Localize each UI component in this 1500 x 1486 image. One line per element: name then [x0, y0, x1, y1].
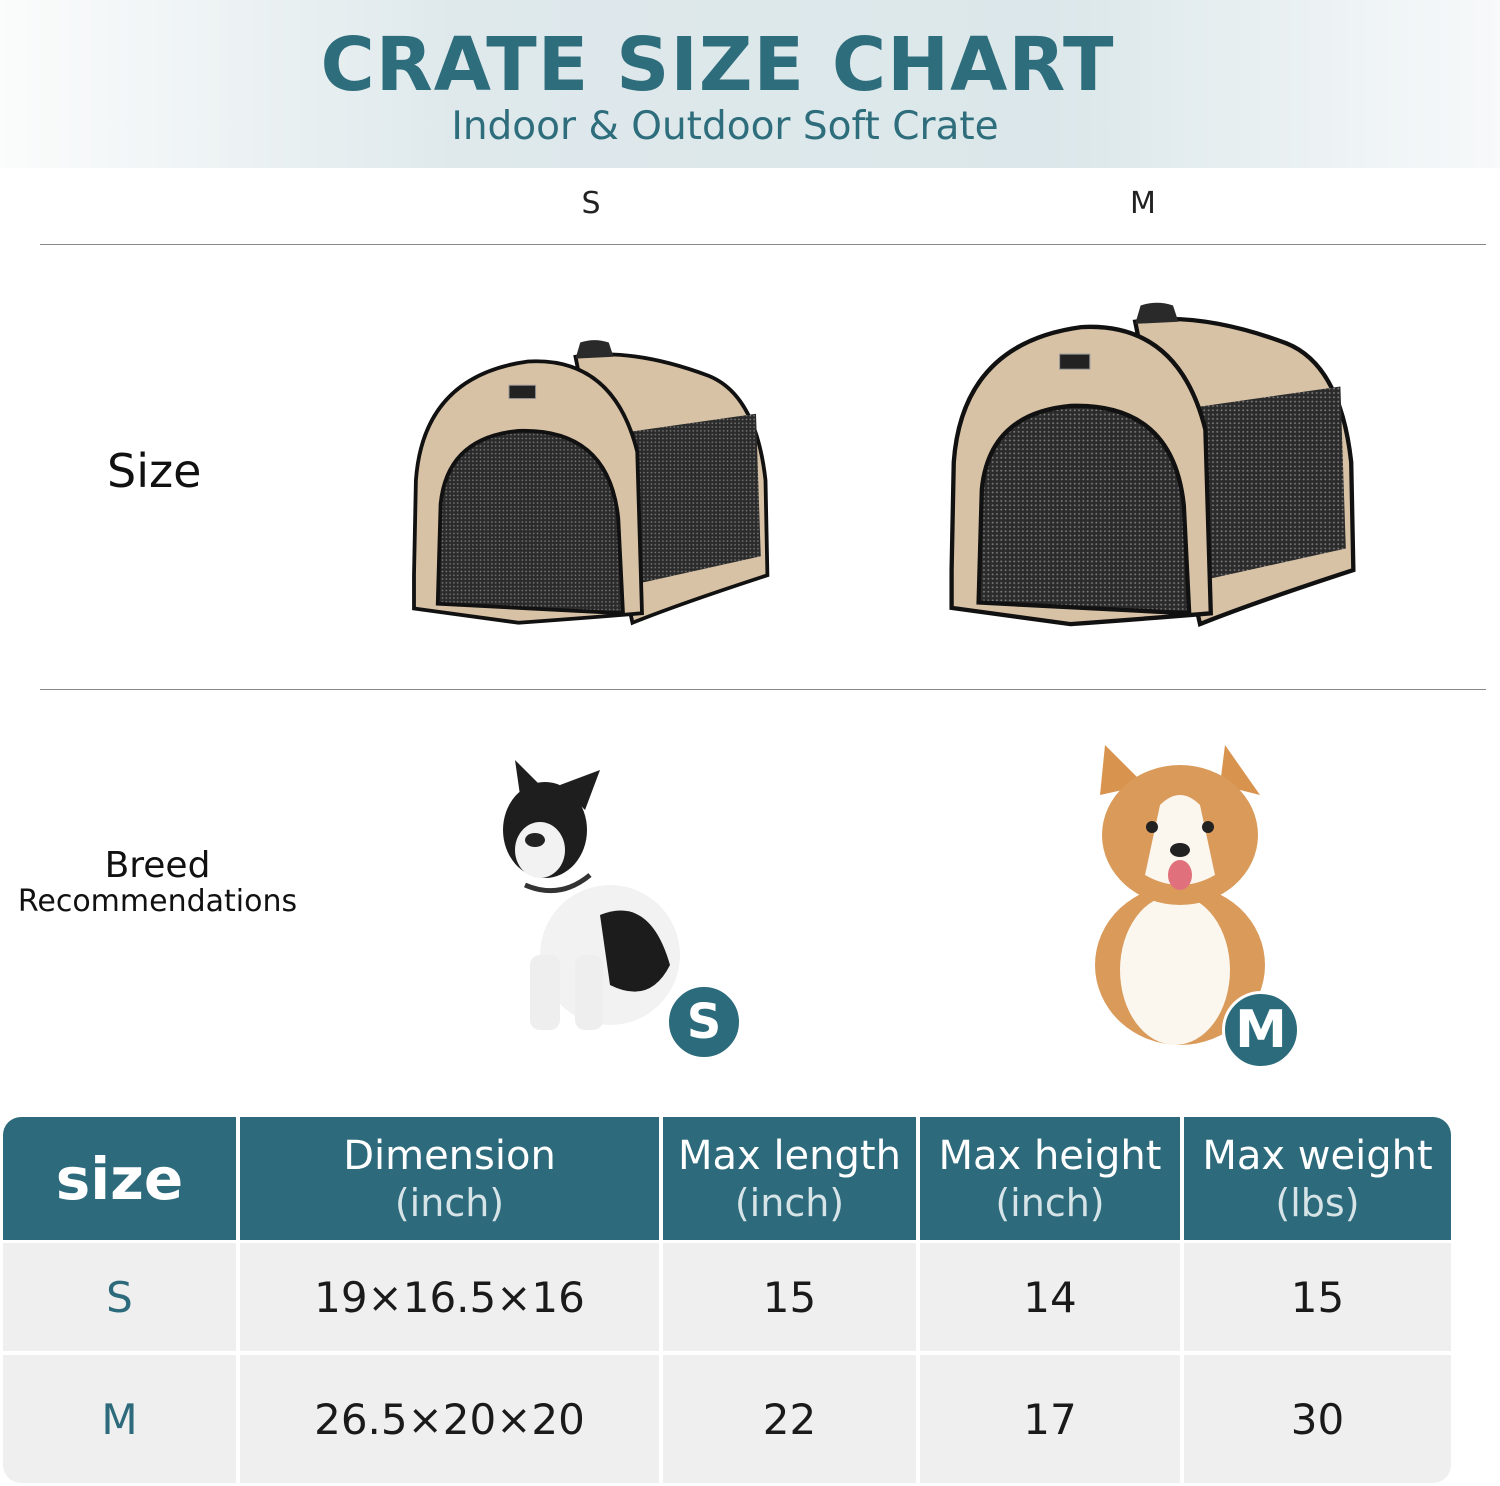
breed-row-label-line2: Recommendations	[17, 884, 298, 919]
divider	[40, 244, 1486, 245]
table-cell-size: M	[3, 1355, 236, 1483]
header-size: size	[3, 1117, 236, 1240]
table-cell-dimension: 26.5×20×20	[240, 1355, 659, 1483]
page-title: CRATE SIZE CHART	[320, 22, 1115, 108]
french-bulldog-image	[503, 760, 680, 1030]
divider	[40, 689, 1486, 690]
header-max-weight: Max weight (lbs)	[1184, 1117, 1451, 1240]
table-cell-max-length: 22	[663, 1355, 916, 1483]
crate-image-s	[412, 338, 770, 625]
header-dimension: Dimension (inch)	[240, 1117, 659, 1240]
size-row-label: Size	[107, 444, 202, 498]
page-subtitle: Indoor & Outdoor Soft Crate	[451, 104, 999, 149]
header-band	[0, 0, 1500, 168]
table-cell-max-weight: 30	[1184, 1355, 1451, 1483]
size-badge-s: S	[666, 984, 742, 1060]
breed-row-label-line1: Breed	[104, 845, 211, 886]
column-label-s: S	[581, 186, 601, 221]
crate-image-m	[930, 295, 1362, 640]
corgi-image	[1095, 745, 1265, 1045]
table-cell-max-height: 14	[920, 1243, 1180, 1351]
table-cell-dimension: 19×16.5×16	[240, 1243, 659, 1351]
header-max-height: Max height (inch)	[920, 1117, 1180, 1240]
table-cell-max-weight: 15	[1184, 1243, 1451, 1351]
size-table: size Dimension (inch) Max length (inch) Ma…	[3, 1117, 1451, 1483]
table-cell-max-length: 15	[663, 1243, 916, 1351]
column-label-m: M	[1130, 186, 1156, 221]
table-cell-max-height: 17	[920, 1355, 1180, 1483]
size-badge-m: M	[1222, 991, 1300, 1069]
table-cell-size: S	[3, 1243, 236, 1351]
header-max-length: Max length (inch)	[663, 1117, 916, 1240]
